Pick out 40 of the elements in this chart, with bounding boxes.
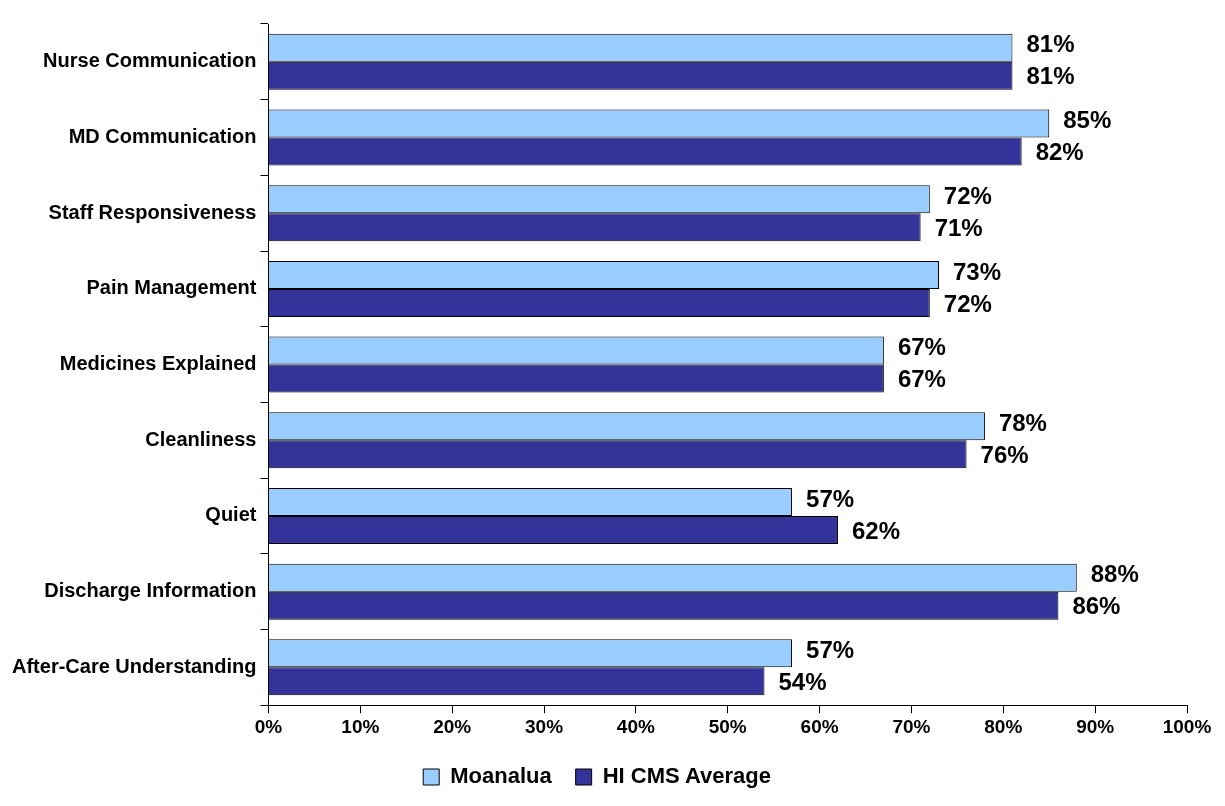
x-tick-label: 60% <box>800 715 839 737</box>
data-label: 81% <box>1026 30 1075 58</box>
x-tick-label: 70% <box>892 715 931 737</box>
data-label: 85% <box>1063 106 1112 134</box>
x-tick-label: 80% <box>984 715 1023 737</box>
data-label: 71% <box>934 213 983 241</box>
y-tick-label: Nurse Communication <box>43 49 257 72</box>
data-label: 67% <box>897 365 946 393</box>
data-label: 67% <box>897 333 946 361</box>
y-tick-label: Pain Management <box>86 276 257 299</box>
data-label: 81% <box>1026 62 1075 90</box>
x-tick-label: 20% <box>433 715 472 737</box>
x-tick-label: 10% <box>341 715 380 737</box>
x-tick-label: 50% <box>708 715 747 737</box>
y-tick-label: Medicines Explained <box>59 352 257 375</box>
legend-label: Moanalua <box>450 763 553 789</box>
y-tick-label: MD Communication <box>68 125 257 148</box>
y-tick-label: Cleanliness <box>145 427 257 450</box>
x-tick-label: 30% <box>525 715 564 737</box>
data-label: 86% <box>1072 592 1121 620</box>
data-label: 54% <box>778 667 827 695</box>
x-tick-label: 40% <box>616 715 655 737</box>
data-label: 88% <box>1090 560 1139 588</box>
y-tick-label: After-Care Understanding <box>11 654 257 677</box>
data-label: 62% <box>851 516 901 544</box>
x-tick-label: 100% <box>1162 715 1212 737</box>
data-label: 57% <box>806 635 855 663</box>
data-label: 57% <box>806 484 855 512</box>
y-tick-label: Staff Responsiveness <box>48 200 257 223</box>
y-tick-label: Discharge Information <box>44 579 257 602</box>
data-label: 76% <box>980 440 1029 468</box>
x-tick-label: 90% <box>1076 715 1115 737</box>
y-tick-label: Quiet <box>205 503 257 526</box>
data-label: 78% <box>998 408 1047 436</box>
data-label: 72% <box>943 181 992 209</box>
data-label: 72% <box>943 289 992 317</box>
data-label: 82% <box>1035 138 1084 166</box>
data-label: 73% <box>953 257 1002 285</box>
legend-label: HI CMS Average <box>602 763 771 789</box>
x-tick-label: 0% <box>254 715 283 737</box>
